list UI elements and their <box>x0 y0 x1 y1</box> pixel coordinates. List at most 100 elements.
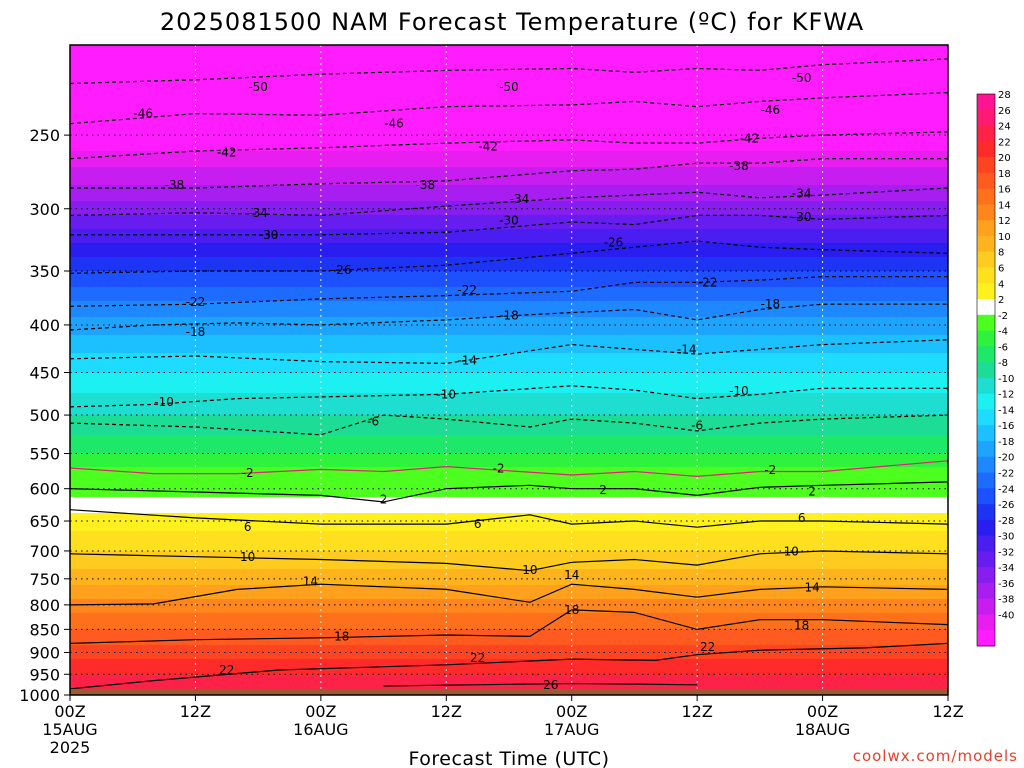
contour-label: 26 <box>543 678 558 692</box>
x-tick-label: 12Z <box>180 702 211 721</box>
colorbar-swatch <box>977 551 995 568</box>
contour-label: -10 <box>729 384 749 398</box>
temperature-band <box>70 581 948 584</box>
temperature-band <box>70 617 948 620</box>
temperature-band <box>70 359 948 362</box>
temperature-band <box>70 561 948 564</box>
colorbar-swatch <box>977 283 995 300</box>
temperature-band <box>70 667 948 670</box>
temperature-band <box>70 681 948 684</box>
temperature-band <box>70 609 948 612</box>
temperature-band <box>70 597 948 600</box>
temperature-band <box>70 383 948 386</box>
temperature-band <box>70 329 948 332</box>
temperature-band <box>70 615 948 618</box>
temperature-band <box>70 91 948 94</box>
temperature-band <box>70 139 948 142</box>
temperature-band <box>70 377 948 380</box>
colorbar-swatch <box>977 235 995 253</box>
temperature-band <box>70 233 948 236</box>
contour-label: 10 <box>784 545 799 559</box>
credit-link[interactable]: coolwx.com/models <box>853 747 1018 765</box>
temperature-band <box>70 117 948 120</box>
temperature-band <box>70 507 948 510</box>
contour-label: -34 <box>248 206 268 220</box>
temperature-band <box>70 605 948 608</box>
contour-label: -2 <box>493 462 505 476</box>
temperature-band <box>70 603 948 606</box>
colorbar-swatch <box>977 567 995 584</box>
temperature-band <box>70 473 948 476</box>
temperature-band <box>70 541 948 544</box>
temperature-band <box>70 151 948 154</box>
contour-label: 22 <box>219 663 234 677</box>
contour-label: -42 <box>478 139 498 153</box>
temperature-band <box>70 167 948 170</box>
temperature-band <box>70 129 948 132</box>
temperature-band <box>70 267 948 270</box>
temperature-band <box>70 227 948 230</box>
contour-label: -10 <box>154 395 174 409</box>
x-tick-label: 18AUG <box>795 720 850 739</box>
temperature-band <box>70 293 948 296</box>
temperature-band <box>70 555 948 558</box>
temperature-band <box>70 601 948 604</box>
temperature-band <box>70 495 948 498</box>
temperature-band <box>70 223 948 226</box>
temperature-band <box>70 583 948 586</box>
temperature-band <box>70 353 948 356</box>
temperature-band <box>70 599 948 602</box>
contour-label: -50 <box>792 71 812 85</box>
grid <box>70 45 948 695</box>
colorbar-swatch <box>977 488 995 505</box>
temperature-band <box>70 183 948 186</box>
temperature-band <box>70 105 948 108</box>
temperature-band <box>70 201 948 204</box>
temperature-band <box>70 465 948 468</box>
temperature-band <box>70 453 948 456</box>
colorbar-swatch <box>977 456 995 473</box>
temperature-band <box>70 189 948 192</box>
temperature-band <box>70 411 948 414</box>
temperature-band <box>70 373 948 376</box>
contour-label: -34 <box>792 187 812 201</box>
contour-label: -46 <box>384 117 404 131</box>
temperature-band <box>70 77 948 80</box>
temperature-band <box>70 81 948 84</box>
colorbar-label: -34 <box>998 563 1014 574</box>
y-tick-label: 800 <box>29 596 60 615</box>
y-tick-label: 700 <box>29 542 60 561</box>
temperature-band <box>70 449 948 452</box>
temperature-band <box>70 367 948 370</box>
temperature-band <box>70 123 948 126</box>
contour-label: -22 <box>186 295 206 309</box>
contour-label: 2 <box>599 483 607 497</box>
temperature-band <box>70 557 948 560</box>
temperature-band <box>70 237 948 240</box>
temperature-band <box>70 529 948 532</box>
temperature-band <box>70 653 948 656</box>
temperature-band <box>70 479 948 482</box>
temperature-band <box>70 385 948 388</box>
contour-line <box>70 550 948 572</box>
y-tick-label: 450 <box>29 364 60 383</box>
temperature-band <box>70 315 948 318</box>
contour-label: 14 <box>564 568 579 582</box>
colorbar-label: -32 <box>998 547 1014 558</box>
colorbar-frame <box>976 93 996 647</box>
temperature-band <box>70 559 948 562</box>
temperature-band <box>70 611 948 614</box>
temperature-band <box>70 299 948 302</box>
temperature-band <box>70 421 948 424</box>
contour-line <box>70 339 948 365</box>
x-tick-label: 00Z <box>807 702 838 721</box>
colorbar-swatch <box>977 425 995 442</box>
contour-label: -18 <box>186 325 206 339</box>
temperature-band <box>70 489 948 492</box>
temperature-band <box>70 187 948 190</box>
temperature-band <box>70 481 948 484</box>
temperature-band <box>70 461 948 464</box>
colorbar-label: -2 <box>998 311 1008 322</box>
temperature-band <box>70 575 948 578</box>
colorbar-label: 14 <box>998 200 1011 211</box>
